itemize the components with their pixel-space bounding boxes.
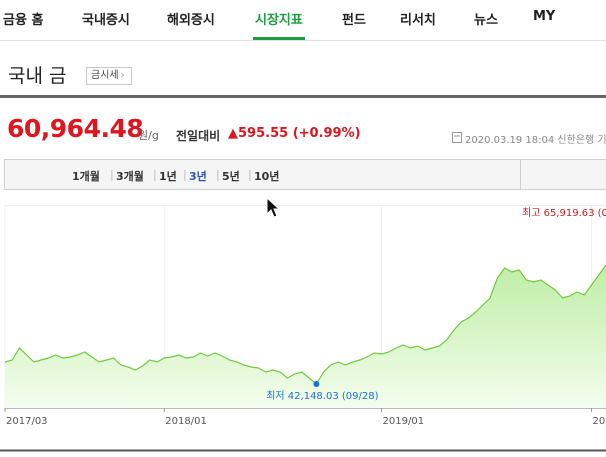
nav-tab[interactable]: 시장지표 xyxy=(255,13,303,28)
x-tick-label: 2019/01 xyxy=(383,416,425,427)
price-unit: 원/g xyxy=(138,129,159,142)
nav-tab[interactable]: 펀드 xyxy=(342,13,366,28)
max-annotation: 최고 65,919.63 (0 xyxy=(522,207,606,219)
nav-tab[interactable]: MY xyxy=(533,9,556,24)
x-tick-label: 2017/03 xyxy=(6,416,48,427)
period-option[interactable]: 5년 xyxy=(222,170,240,183)
min-point xyxy=(313,380,320,387)
period-option[interactable]: 3년 xyxy=(189,170,207,183)
clock-icon xyxy=(452,132,462,143)
price-line xyxy=(4,264,606,385)
period-bar xyxy=(4,159,606,190)
price-button[interactable]: 금시세 › xyxy=(86,67,132,85)
separator: | xyxy=(110,168,114,181)
period-option[interactable]: 10년 xyxy=(254,170,280,183)
separator: | xyxy=(248,168,252,181)
button-label: 금시세 xyxy=(91,70,119,81)
separator: | xyxy=(216,168,220,181)
period-option[interactable]: 1년 xyxy=(159,170,177,183)
chevron: › xyxy=(120,70,125,81)
divider xyxy=(520,159,521,190)
timestamp: 2020.03.19 18:04 신한은행 기 xyxy=(465,135,606,146)
nav-tab[interactable]: 금융 홈 xyxy=(3,13,44,28)
nav-tab[interactable]: 리서치 xyxy=(400,13,436,28)
price: 60,964.48 xyxy=(7,114,144,143)
period-option[interactable]: 3개월 xyxy=(116,170,144,183)
header-rule xyxy=(0,95,606,98)
divider xyxy=(0,40,606,41)
x-tick-label: 202 xyxy=(593,416,606,427)
separator: | xyxy=(183,168,187,181)
min-annotation: 최저 42,148.03 (09/28) xyxy=(266,390,378,402)
page-title: 국내 금 xyxy=(8,65,67,87)
period-option[interactable]: 1개월 xyxy=(72,170,100,183)
change: ▲595.55 (+0.99%) xyxy=(228,126,361,141)
area-fill xyxy=(5,265,606,408)
active-underline xyxy=(253,37,305,40)
x-tick-label: 2018/01 xyxy=(165,416,207,427)
cursor xyxy=(266,196,281,218)
change-label: 전일대비 xyxy=(176,129,221,143)
separator: | xyxy=(153,168,157,181)
nav-tab[interactable]: 해외증시 xyxy=(167,13,215,28)
nav-tab[interactable]: 뉴스 xyxy=(474,13,498,28)
nav-tab[interactable]: 국내증시 xyxy=(82,13,130,28)
